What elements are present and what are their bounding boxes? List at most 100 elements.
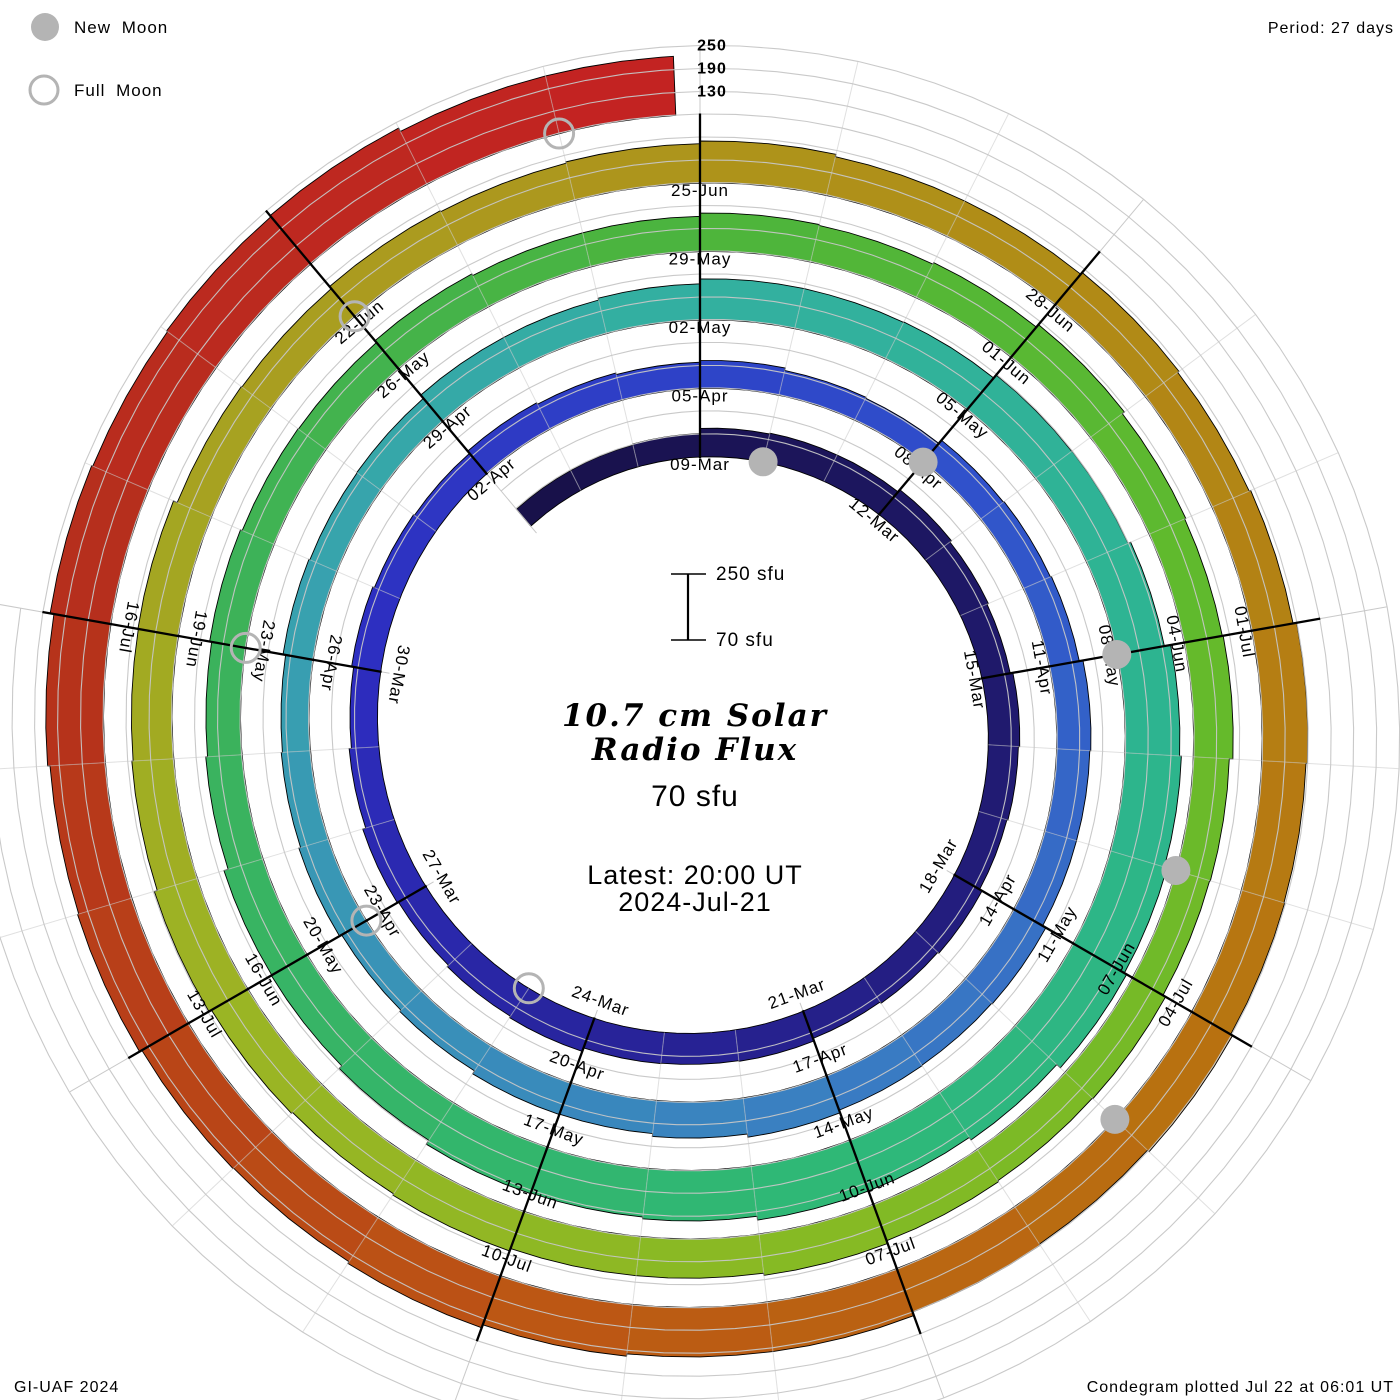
daily-gridline [1090, 396, 1146, 438]
daily-gridline [606, 333, 623, 401]
daily-gridline [173, 754, 243, 760]
daily-gridline [131, 878, 198, 899]
daily-gridline [377, 1159, 417, 1218]
flux-band-segment [632, 433, 700, 467]
three-day-separator [1009, 303, 1057, 359]
daily-gridline [549, 428, 582, 491]
daily-gridline [648, 1100, 657, 1169]
flux-band-segment [1251, 622, 1308, 764]
daily-gridline [1056, 748, 1126, 754]
gridline-spiral-130 [11, 90, 1355, 1400]
three-day-separator [546, 1081, 573, 1149]
daily-gridline [273, 543, 338, 572]
flux-band-segment [616, 362, 700, 401]
flux-band-segment [537, 373, 623, 430]
daily-gridline [1014, 1025, 1066, 1073]
three-day-separator [246, 953, 309, 991]
latest-time-label: Latest: 20:00 UT [587, 860, 803, 890]
three-day-gridline [916, 1324, 945, 1398]
flux-band-segment [420, 337, 520, 422]
full-moon-marker [350, 904, 383, 937]
flux-band-segment [700, 213, 820, 262]
daily-gridline [160, 326, 217, 369]
flux-band-segment [1110, 752, 1182, 867]
plotted-timestamp-label: Condegram plotted Jul 22 at 06:01 UT [1087, 1379, 1394, 1396]
daily-gridline [823, 419, 856, 482]
gridline-spiral-250 [0, 44, 1400, 1400]
full-moon-marker [543, 117, 576, 150]
flux-band-segment [356, 398, 443, 491]
daily-gridline [825, 128, 843, 196]
three-day-separator [441, 419, 489, 476]
daily-gridline [197, 858, 264, 879]
flux-band-segment [810, 225, 933, 298]
daily-gridline [0, 766, 37, 770]
flux-band-segment [916, 262, 1037, 358]
flux-band-segment [166, 216, 311, 368]
flux-band-segment [516, 470, 581, 527]
three-day-separator [305, 919, 368, 957]
flux-band-segment [503, 300, 607, 368]
daily-gridline [0, 917, 67, 938]
daily-gridline [1124, 752, 1194, 758]
flux-band-segment [347, 1217, 501, 1328]
daily-gridline [310, 746, 379, 752]
flux-band-segment [242, 428, 326, 545]
daily-gridline [1261, 760, 1331, 766]
daily-gridline [624, 1304, 634, 1373]
flux-band-segment [1241, 760, 1306, 903]
daily-gridline [1052, 1263, 1091, 1322]
flux-band-segment [915, 874, 983, 954]
daily-gridline [656, 1032, 665, 1101]
three-day-separator [895, 1267, 922, 1335]
daily-gridline [172, 1178, 223, 1226]
three-day-separator [1071, 941, 1134, 980]
daily-gridline [302, 1274, 342, 1332]
daily-gridline [270, 408, 327, 450]
legend-full-moon-label: Full Moon [74, 81, 163, 100]
flux-band-segment [131, 629, 179, 761]
flux-band-segment [826, 156, 965, 237]
flux-band-segment [447, 943, 529, 1017]
daily-gridline [1014, 1206, 1053, 1265]
new-moon-marker [1102, 640, 1132, 669]
three-day-separator [1190, 1010, 1253, 1048]
flux-band-segment [1175, 756, 1230, 881]
daily-gridline [395, 122, 428, 185]
chart-title-block: 10.7 cm Solar Radio Flux 70 sfu Latest: … [562, 698, 827, 917]
flux-band-segment [652, 1098, 748, 1138]
flux-band-segment [960, 604, 1011, 679]
flux-band-segment [954, 811, 1007, 890]
scale-bottom-label: 70 sfu [716, 630, 774, 651]
flux-band-segment [565, 143, 700, 201]
flux-band-segment [400, 75, 560, 185]
flux-band-segment [939, 1025, 1057, 1140]
flux-band-segment [223, 858, 308, 976]
flux-band-segment [896, 1206, 1041, 1313]
daily-gridline [976, 1149, 1016, 1207]
daily-gridline [960, 588, 1024, 617]
three-day-separator [109, 622, 180, 638]
flux-band-segment [271, 954, 372, 1066]
three-day-gridline [486, 473, 537, 534]
daily-gridline [1307, 909, 1373, 930]
daily-gridline [574, 200, 592, 267]
new-moon-icon [31, 13, 59, 41]
flux-band-segment [636, 1234, 764, 1279]
daily-gridline [321, 1037, 373, 1085]
flux-band-segment [743, 1075, 840, 1138]
flux-band-segment [375, 273, 489, 369]
flux-band-segment [767, 1268, 914, 1352]
daily-gridline [620, 1372, 626, 1400]
flux-band-segment [426, 1102, 548, 1194]
daily-gridline [542, 66, 560, 134]
flux-band-segment [351, 586, 400, 672]
daily-gridline [1193, 756, 1262, 762]
flux-band-segment [350, 666, 381, 749]
daily-gridline [980, 477, 1036, 520]
flux-band-segment [414, 453, 487, 532]
flux-band-segment [570, 444, 639, 491]
three-day-gridline [1093, 199, 1144, 260]
flux-band-segment [440, 163, 575, 246]
